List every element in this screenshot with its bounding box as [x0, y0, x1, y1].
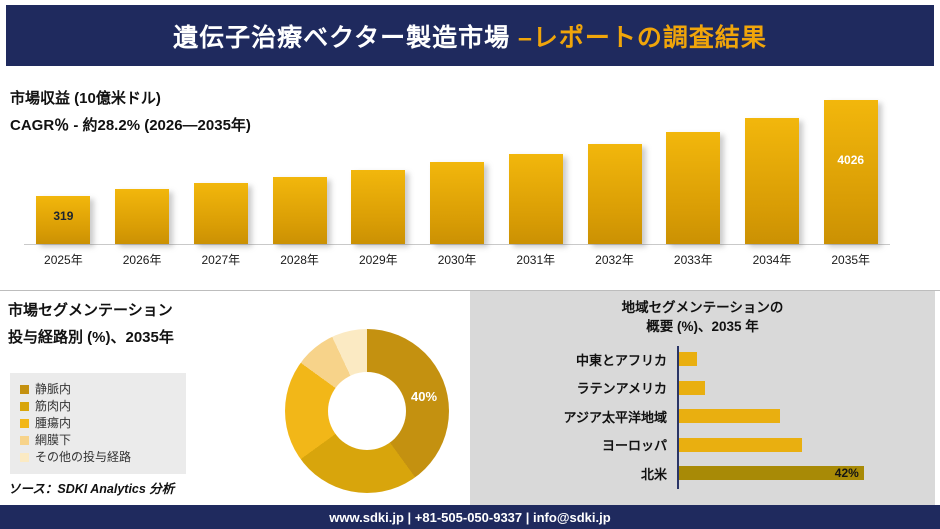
revenue-bar-slot	[260, 99, 339, 244]
donut-legend: 静脈内筋肉内腫瘍内網膜下その他の投与経路	[10, 373, 186, 474]
region-row: 北米 42%	[470, 459, 925, 488]
region-label: アジア太平洋地域	[563, 409, 667, 425]
legend-item: 腫瘍内	[20, 415, 176, 432]
x-axis-tick: 2025年	[44, 253, 83, 267]
revenue-bar-slot	[654, 99, 733, 244]
source-note: ソース：SDKI Analytics 分析	[8, 482, 175, 496]
revenue-bar	[744, 118, 799, 244]
x-axis-tick: 2034年	[752, 253, 792, 267]
region-row: ラテンアメリカ	[470, 374, 925, 403]
region-row: アジア太平洋地域	[470, 402, 925, 431]
x-axis-tick: 2028年	[280, 253, 319, 267]
section-divider	[0, 290, 940, 291]
revenue-bar	[272, 177, 327, 244]
revenue-bar	[115, 189, 170, 244]
region-bar: 42%	[679, 466, 864, 481]
legend-item: その他の投与経路	[20, 449, 176, 466]
legend-label: 筋肉内	[35, 399, 72, 413]
revenue-cagr-note: CAGR％ - 約28.2% (2026―2035年)	[10, 117, 251, 134]
donut-hole	[328, 372, 406, 450]
legend-label: 腫瘍内	[35, 416, 72, 430]
revenue-bar	[587, 144, 642, 244]
x-axis-tick: 2026年	[122, 253, 162, 267]
legend-swatch	[20, 402, 29, 411]
donut-chart: 40%	[285, 329, 449, 493]
legend-swatch	[20, 453, 29, 462]
revenue-bar-slot	[575, 99, 654, 244]
x-axis-tick: 2035年	[831, 253, 871, 267]
revenue-bar-slot: 4026	[811, 99, 890, 244]
regional-y-axis-line	[677, 346, 679, 489]
revenue-bar	[351, 170, 406, 244]
revenue-bar-slot	[103, 99, 182, 244]
region-value-label: 42%	[834, 466, 859, 481]
revenue-bar	[508, 154, 563, 244]
header: 遺伝子治療ベクター製造市場 –レポートの調査結果	[6, 5, 934, 66]
segmentation-title: 市場セグメンテーション	[8, 302, 173, 319]
legend-item: 筋肉内	[20, 398, 176, 415]
revenue-bar-value-label: 319	[53, 209, 74, 224]
region-label: 中東とアフリカ	[575, 352, 667, 368]
region-label: ヨーロッパ	[601, 438, 667, 454]
regional-section: 地域セグメンテーションの 概要 (%)、2035 年 中東とアフリカ ラテンアメリ…	[470, 291, 935, 505]
region-bar	[679, 409, 781, 424]
page-title-accent: –レポートの調査結果	[518, 23, 767, 52]
x-axis-tick: 2030年	[437, 253, 477, 267]
page-title: 遺伝子治療ベクター製造市場 –レポートの調査結果	[173, 18, 767, 54]
page-title-main: 遺伝子治療ベクター製造市場	[173, 23, 519, 52]
revenue-section: 市場収益 (10億米ドル) CAGR％ - 約28.2% (2026―2035年…	[0, 75, 940, 290]
donut-value-label: 40%	[411, 389, 438, 404]
x-axis-tick: 2031年	[516, 253, 556, 267]
revenue-bar-slot	[733, 99, 812, 244]
legend-swatch	[20, 436, 29, 445]
region-row: 中東とアフリカ	[470, 345, 925, 374]
region-label: ラテンアメリカ	[576, 381, 667, 397]
revenue-bar-slot	[181, 99, 260, 244]
revenue-bar-slot	[339, 99, 418, 244]
legend-label: 静脈内	[35, 382, 72, 396]
legend-label: 網膜下	[35, 433, 72, 447]
legend-swatch	[20, 419, 29, 428]
revenue-x-axis: 2025年 2026年 2027年 2028年 2029年 2030年 2031年 2032年…	[24, 251, 890, 268]
region-bar	[679, 352, 697, 367]
regional-chart-title: 地域セグメンテーションの 概要 (%)、2035 年	[470, 291, 935, 336]
regional-rows: 中東とアフリカ ラテンアメリカアジア太平洋地域ヨーロッパ北米 42%	[470, 345, 925, 488]
x-axis-tick: 2029年	[358, 253, 398, 267]
x-axis-tick: 2027年	[201, 253, 241, 267]
legend-item: 静脈内	[20, 381, 176, 398]
revenue-bar: 319	[36, 196, 91, 244]
x-axis-tick: 2033年	[673, 253, 713, 267]
regional-title-line1: 地域セグメンテーションの	[621, 300, 784, 315]
region-bar	[679, 380, 706, 395]
revenue-bar-slot: 319	[24, 99, 103, 244]
segmentation-section: 市場セグメンテーション 投与経路別 (%)、2035年 静脈内筋肉内腫瘍内網膜下…	[0, 291, 470, 505]
revenue-bar-slot	[496, 99, 575, 244]
revenue-bars: 319 4026	[24, 99, 890, 245]
revenue-bar	[193, 183, 248, 244]
revenue-bar: 4026	[823, 100, 878, 244]
revenue-chart-title: 市場収益 (10億米ドル)	[10, 90, 161, 107]
regional-title-line2: 概要 (%)、2035 年	[646, 319, 759, 334]
x-axis-tick: 2032年	[595, 253, 634, 267]
region-label: 北米	[640, 466, 667, 482]
region-bar	[679, 437, 803, 452]
legend-swatch	[20, 385, 29, 394]
segmentation-subtitle: 投与経路別 (%)、2035年	[8, 329, 174, 346]
legend-item: 網膜下	[20, 432, 176, 449]
revenue-bar	[430, 162, 485, 244]
region-row: ヨーロッパ	[470, 431, 925, 460]
legend-label: その他の投与経路	[35, 450, 132, 464]
revenue-bar-slot	[418, 99, 497, 244]
footer: www.sdki.jp | +81-505-050-9337 | info@sd…	[0, 505, 940, 529]
footer-contact: www.sdki.jp | +81-505-050-9337 | info@sd…	[329, 509, 611, 525]
revenue-bar-value-label: 4026	[837, 153, 865, 168]
revenue-bar	[666, 132, 721, 244]
